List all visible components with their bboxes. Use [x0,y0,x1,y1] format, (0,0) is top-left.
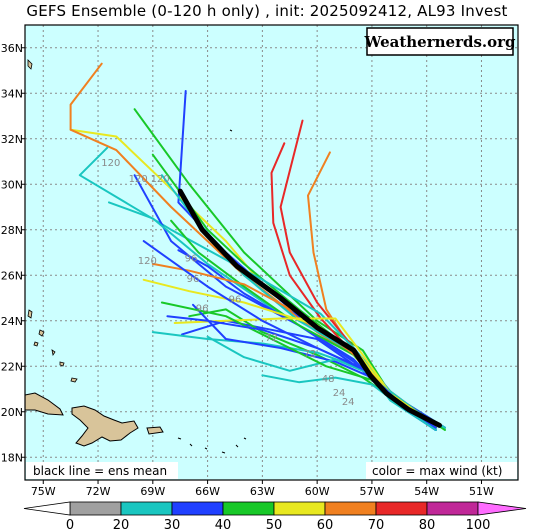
x-tick-label: 54W [414,485,439,498]
chart-title: GEFS Ensemble (0-120 h only) , init: 202… [26,2,508,20]
hour-label: 96 [187,274,200,285]
hour-label: 24 [342,397,355,408]
hour-label: 120 [101,158,120,169]
x-tick-label: 63W [250,485,275,498]
plot-frame [24,24,519,481]
hour-label: 120 [151,174,170,185]
lat-lon-grid [25,25,518,480]
colorbar-label: 70 [368,518,385,532]
hour-label: 96 [196,304,209,315]
x-tick-label: 60W [305,485,330,498]
colorbar-segment [273,501,326,516]
hour-label: 120 [138,256,157,267]
x-tick-label: 51W [469,485,494,498]
hispaniola-landmass [71,405,139,447]
y-tick-label: 30N [1,178,23,191]
y-tick-label: 34N [1,87,23,100]
colorbar-label: 0 [66,518,74,532]
colorbar-segment [120,501,173,516]
land-masses [25,59,247,454]
bahamas-islands [27,59,78,383]
colorbar-label: 40 [215,518,232,532]
y-tick-label: 26N [1,269,23,282]
colorbar-segment [171,501,224,516]
legend-ens-mean: black line = ens mean [33,464,167,478]
lesser-antilles-islands [177,129,247,454]
x-tick-label: 75W [31,485,56,498]
y-tick-label: 28N [1,224,23,237]
hour-label: 96 [185,254,198,265]
y-tick-label: 20N [1,406,23,419]
ens-mean-line [177,188,442,428]
colorbar-segment [324,501,377,516]
y-tick-label: 18N [1,451,23,464]
axis-ticks: 75W 72W 69W 66W 63W 60W 57W 54W 51W 18N 20N 22N 24N 2… [1,42,494,498]
colorbar-segment [69,501,122,516]
x-tick-label: 69W [140,485,165,498]
brand-box: Weathernerds.org [363,27,516,56]
colorbar-segment [222,501,275,516]
x-tick-label: 72W [86,485,111,498]
puerto-rico-landmass [146,426,164,435]
y-tick-label: 24N [1,315,23,328]
brand-label: Weathernerds.org [363,33,516,51]
colorbar-left-arrow [23,501,71,516]
hour-label: 48 [322,374,335,385]
hour-label: 120 [129,174,148,185]
colorbar-label: 50 [266,518,283,532]
colorbar-right-arrow [477,501,527,516]
y-tick-label: 32N [1,133,23,146]
x-tick-label: 66W [195,485,220,498]
colorbar-segment [426,501,479,516]
colorbar-label: 60 [317,518,334,532]
hour-label: 96 [229,295,242,306]
hour-label: 72 [303,349,316,360]
wind-colorbar: 0 20 30 40 50 60 70 80 100 [23,501,527,532]
ensemble-mean-track [177,188,442,428]
hour-label: 72 [265,333,278,344]
x-tick-label: 57W [359,485,384,498]
ocean-background [25,25,518,480]
legend-max-wind: color = max wind (kt) [372,464,502,478]
cuba-landmass [25,392,64,416]
y-tick-label: 22N [1,360,23,373]
legend-right-bg [366,462,517,479]
colorbar-segment [375,501,428,516]
colorbar-label: 80 [419,518,436,532]
y-tick-label: 36N [1,42,23,55]
colorbar-label: 100 [466,518,491,532]
colorbar-label: 30 [164,518,181,532]
colorbar-label: 20 [113,518,130,532]
legend-left-bg [26,462,178,479]
hour-label: 24 [333,388,346,399]
